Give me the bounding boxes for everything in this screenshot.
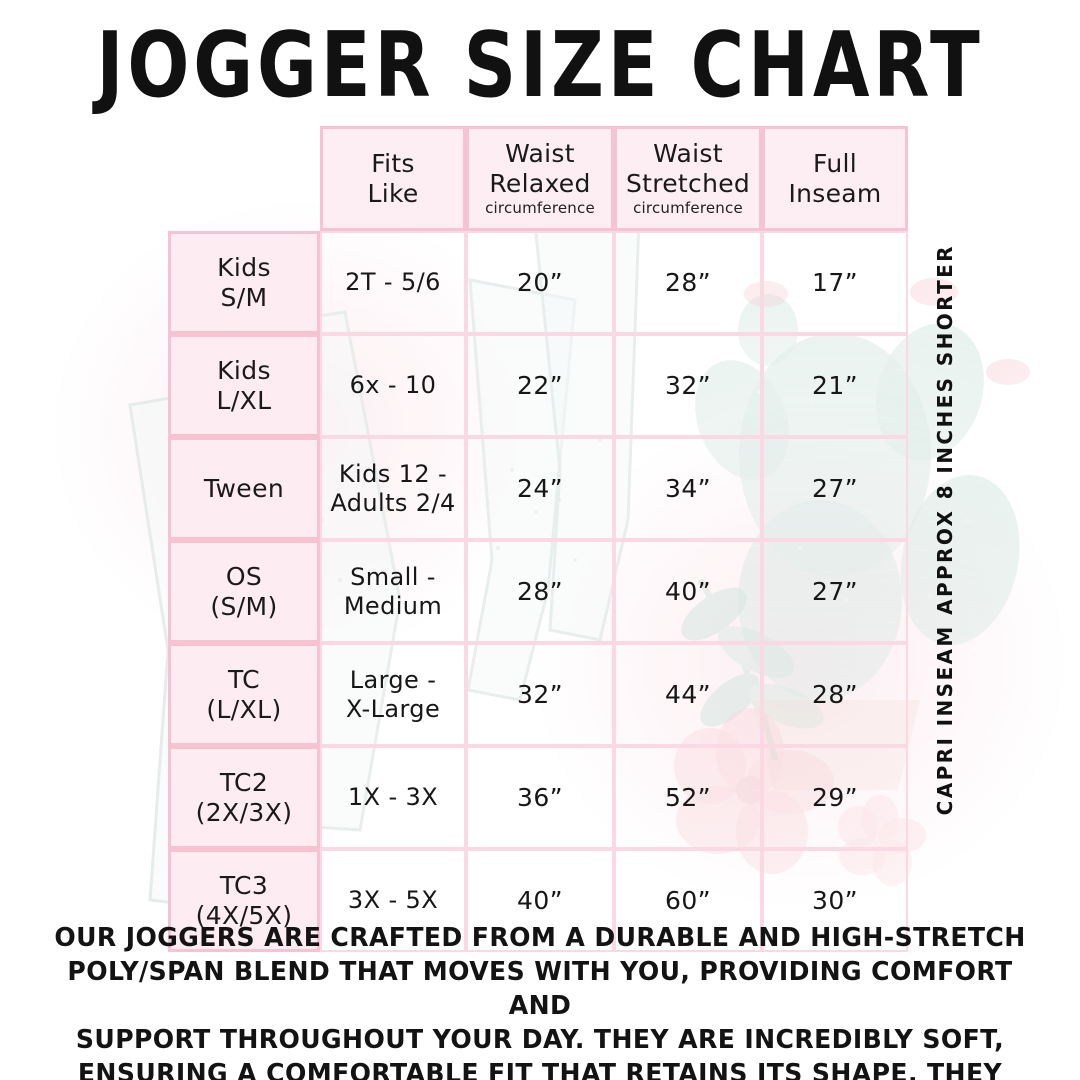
fits-like-cell: 1X - 3X [320, 746, 466, 849]
footer-line-1: OUR JOGGERS ARE CRAFTED FROM A DURABLE A… [54, 923, 1026, 953]
fits-line-1: 1X - 3X [347, 783, 439, 812]
size-line-1: Kids [217, 252, 271, 282]
header-line-1: Full [813, 149, 857, 178]
waist-stretched-cell: 32” [614, 334, 762, 437]
header-subtitle: circumference [633, 199, 743, 218]
waist-stretched-cell: 40” [614, 540, 762, 643]
size-line-1: TC [227, 664, 261, 694]
fits-line-2: X-Large [345, 694, 441, 723]
size-label-cell: Kids L/XL [168, 334, 320, 437]
waist-stretched-cell: 34” [614, 437, 762, 540]
fits-like-cell: Large - X-Large [320, 643, 466, 746]
capri-inseam-note-text: CAPRI INSEAM APPROX 8 INCHES SHORTER [933, 244, 957, 816]
waist-relaxed-cell: 32” [466, 643, 614, 746]
fits-like-cell: 2T - 5/6 [320, 231, 466, 334]
fits-line-2: Adults 2/4 [330, 488, 456, 517]
fits-line-1: 2T - 5/6 [345, 268, 441, 297]
header-line-1: Waist [505, 139, 575, 169]
header-line-1: Waist [653, 139, 723, 169]
size-chart-table-wrapper: Fits Like Waist Relaxed circumference Wa… [168, 126, 908, 952]
full-inseam-cell: 29” [762, 746, 908, 849]
size-chart-table: Fits Like Waist Relaxed circumference Wa… [168, 126, 908, 952]
table-row: Tween Kids 12 - Adults 2/4 24” 34” 27” [168, 437, 908, 540]
size-label-cell: OS (S/M) [168, 540, 320, 643]
capri-inseam-note: CAPRI INSEAM APPROX 8 INCHES SHORTER [922, 244, 968, 815]
header-subtitle: circumference [485, 199, 595, 218]
waist-relaxed-cell: 22” [466, 334, 614, 437]
table-header-row: Fits Like Waist Relaxed circumference Wa… [168, 126, 908, 231]
fits-line-2: Medium [343, 591, 443, 620]
fits-like-cell: 6x - 10 [320, 334, 466, 437]
header-line-2: Like [367, 178, 419, 208]
size-label-cell: TC (L/XL) [168, 643, 320, 746]
size-label-cell: TC2 (2X/3X) [168, 746, 320, 849]
column-header-fits-like: Fits Like [320, 126, 466, 231]
fits-line-1: Large - [349, 665, 437, 694]
waist-relaxed-cell: 36” [466, 746, 614, 849]
header-line-2: Inseam [788, 178, 882, 208]
size-line-1: TC2 [219, 767, 269, 797]
header-line-1: Fits [371, 149, 415, 178]
full-inseam-cell: 21” [762, 334, 908, 437]
header-line-2: Stretched [625, 168, 751, 198]
corner-cell [168, 126, 320, 231]
size-line-1: Kids [217, 355, 271, 385]
table-row: TC (L/XL) Large - X-Large 32” 44” 28” [168, 643, 908, 746]
full-inseam-cell: 27” [762, 540, 908, 643]
table-row: Kids L/XL 6x - 10 22” 32” 21” [168, 334, 908, 437]
waist-relaxed-cell: 24” [466, 437, 614, 540]
footer-line-3: SUPPORT THROUGHOUT YOUR DAY. THEY ARE IN… [75, 1024, 1005, 1055]
fits-like-cell: Kids 12 - Adults 2/4 [320, 437, 466, 540]
fits-line-1: Small - [350, 562, 436, 591]
page-title: JOGGER SIZE CHART [96, 12, 984, 118]
column-header-waist-relaxed: Waist Relaxed circumference [466, 126, 614, 231]
fits-line-1: 3X - 5X [347, 886, 439, 915]
size-line-2: (L/XL) [206, 694, 282, 724]
fits-like-cell: 3X - 5X [320, 849, 466, 952]
waist-relaxed-cell: 20” [466, 231, 614, 334]
header-line-2: Relaxed [489, 168, 591, 198]
footer-line-4: ENSURING A COMFORTABLE FIT THAT RETAINS … [77, 1058, 1003, 1080]
size-label-cell: Tween [168, 437, 320, 540]
fits-like-cell: Small - Medium [320, 540, 466, 643]
waist-stretched-cell: 44” [614, 643, 762, 746]
size-label-cell: Kids S/M [168, 231, 320, 334]
full-inseam-cell: 27” [762, 437, 908, 540]
table-row: OS (S/M) Small - Medium 28” 40” 27” [168, 540, 908, 643]
waist-stretched-cell: 28” [614, 231, 762, 334]
table-row: Kids S/M 2T - 5/6 20” 28” 17” [168, 231, 908, 334]
footer-line-2: POLY/SPAN BLEND THAT MOVES WITH YOU, PRO… [67, 956, 1013, 1021]
size-line-2: (2X/3X) [195, 797, 293, 827]
column-header-waist-stretched: Waist Stretched circumference [614, 126, 762, 231]
size-line-2: S/M [220, 282, 268, 312]
column-header-full-inseam: Full Inseam [762, 126, 908, 231]
size-line-2: L/XL [216, 385, 272, 415]
table-row: TC2 (2X/3X) 1X - 3X 36” 52” 29” [168, 746, 908, 849]
fits-line-1: Kids 12 - [338, 459, 448, 488]
size-line-2: (S/M) [210, 591, 278, 621]
full-inseam-cell: 17” [762, 231, 908, 334]
footer-description: OUR JOGGERS ARE CRAFTED FROM A DURABLE A… [48, 922, 1033, 1080]
full-inseam-cell: 28” [762, 643, 908, 746]
size-line-1: Tween [203, 473, 285, 503]
waist-stretched-cell: 52” [614, 746, 762, 849]
waist-relaxed-cell: 28” [466, 540, 614, 643]
size-line-1: TC3 [219, 870, 269, 900]
size-line-1: OS [225, 561, 263, 591]
fits-line-1: 6x - 10 [349, 371, 437, 400]
